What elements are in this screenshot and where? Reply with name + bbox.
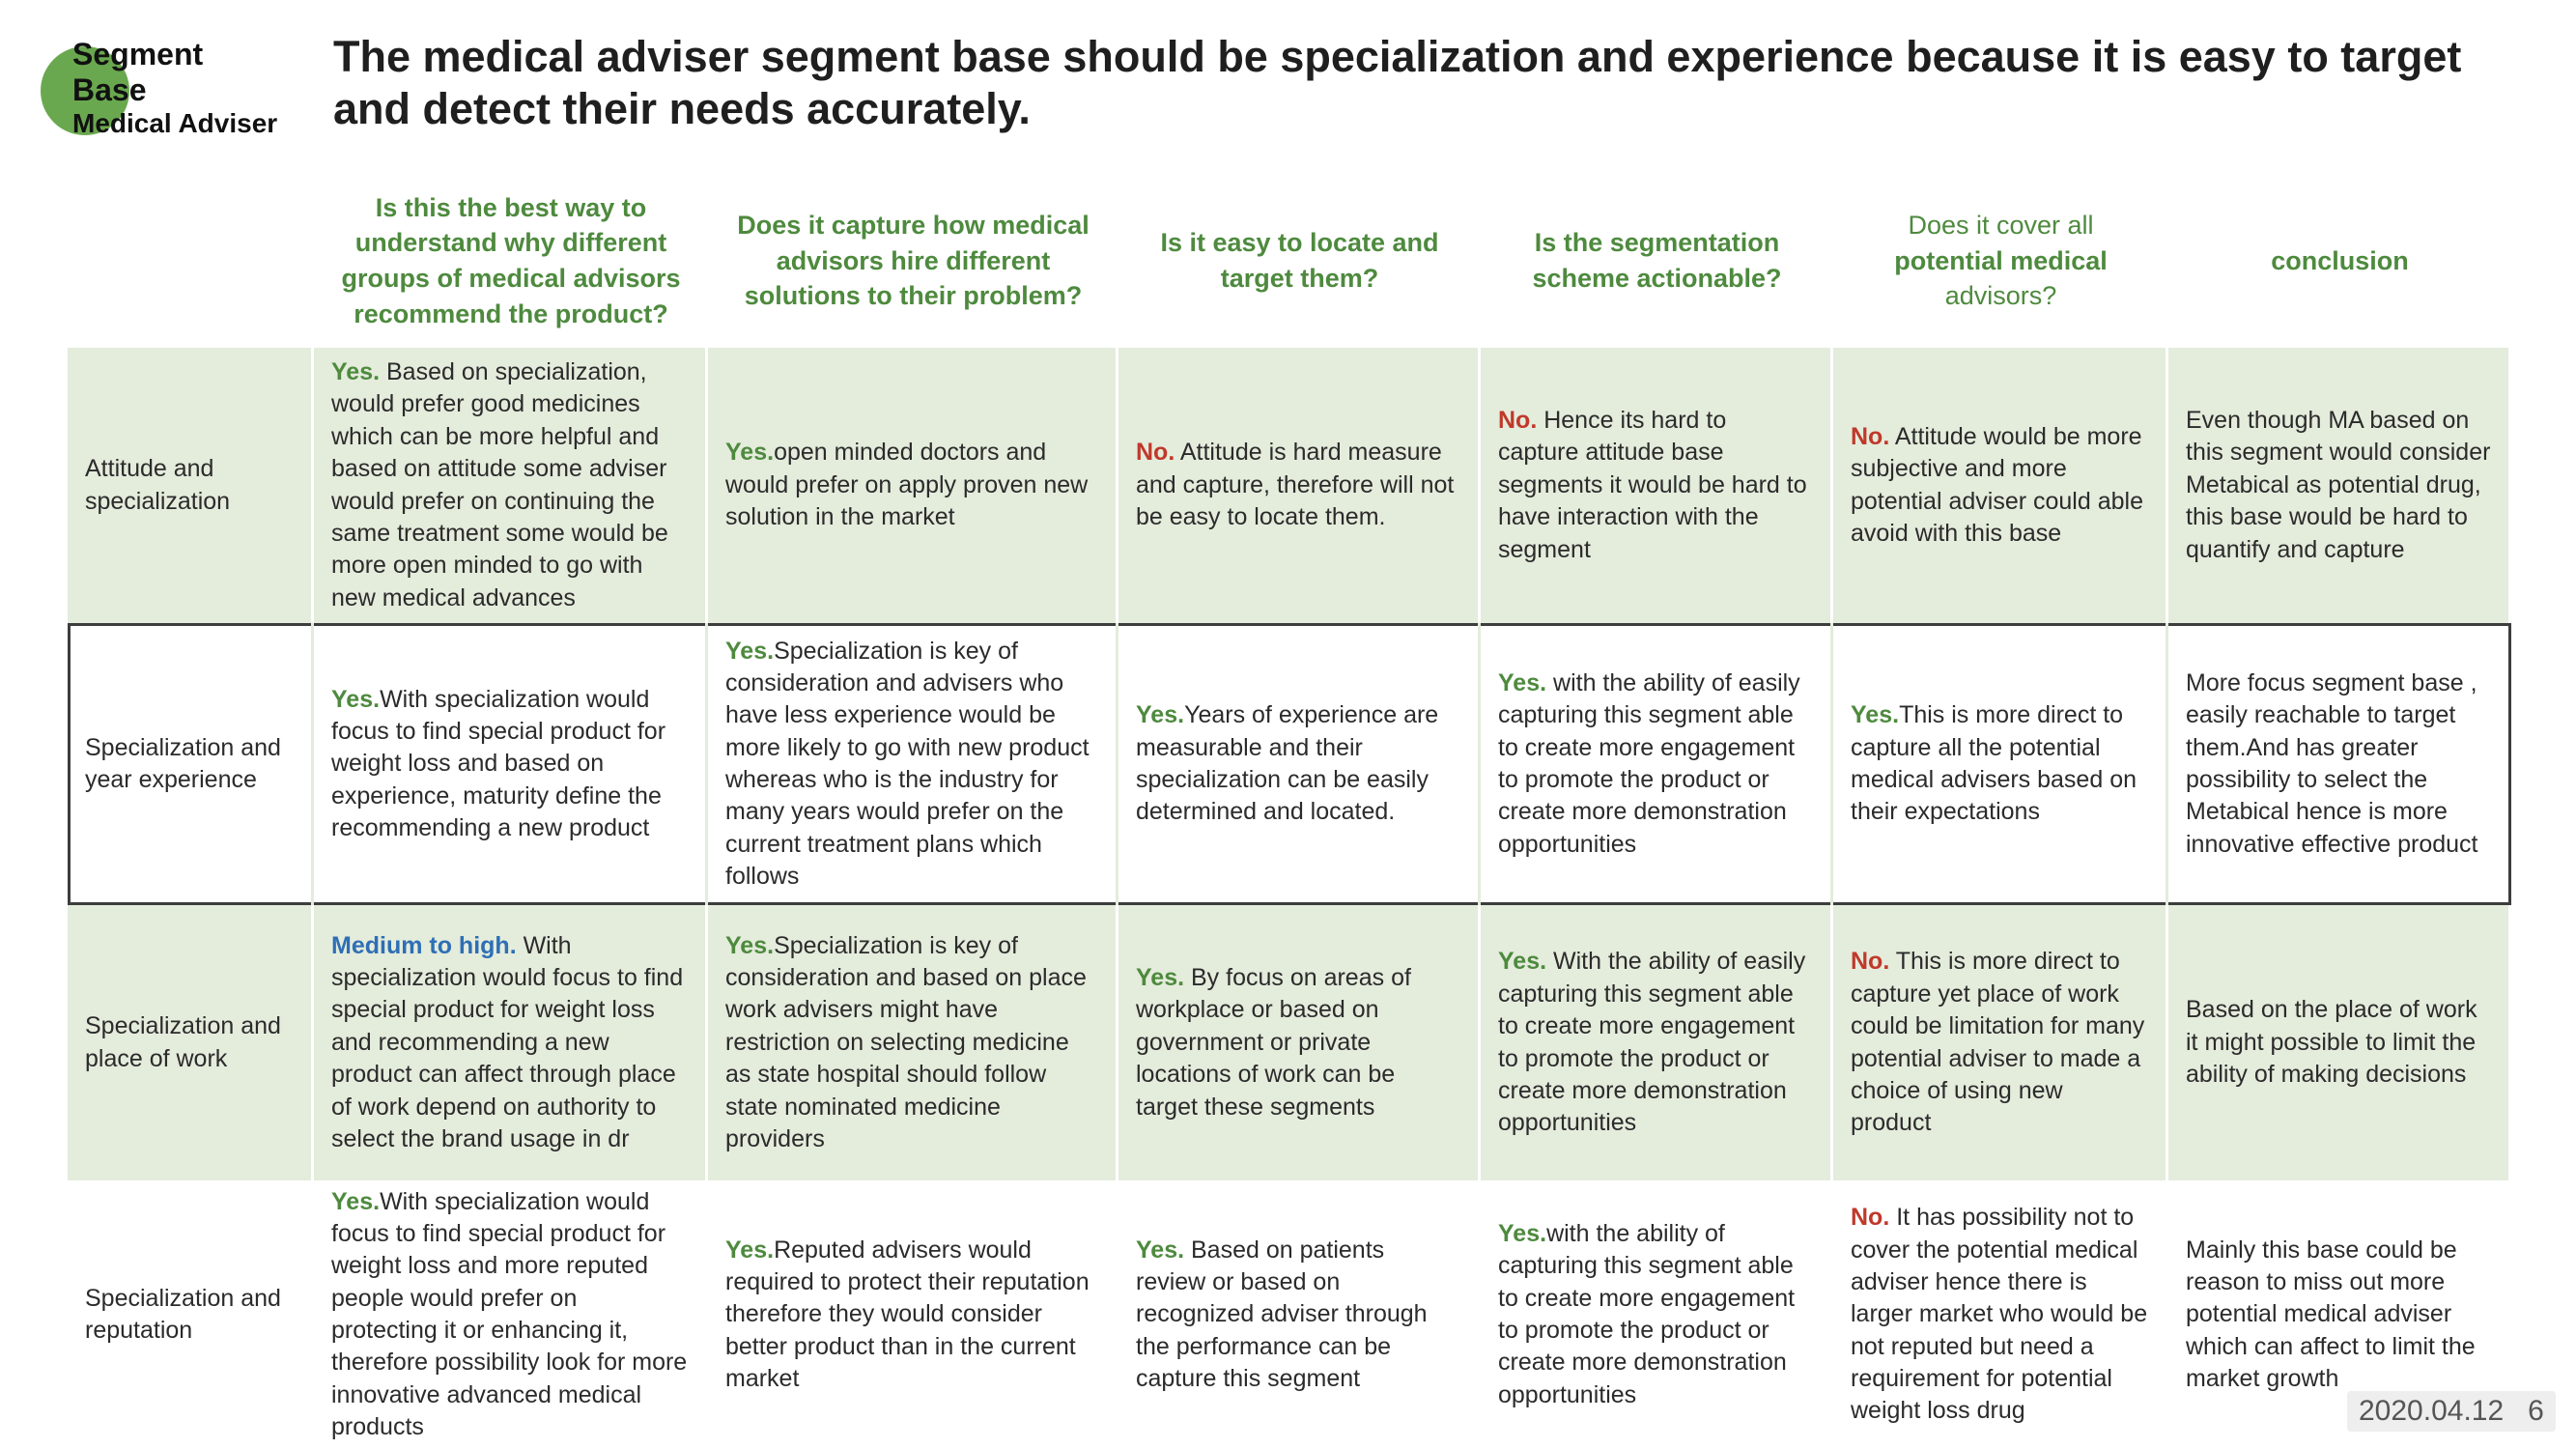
logo-line-1: Segment (72, 37, 204, 71)
header-cover-line-1: Does it cover all (1908, 210, 2094, 240)
cell-best-way: Yes.With specialization would focus to f… (314, 623, 708, 905)
header-cover-line-3: advisors? (1944, 281, 2057, 311)
row-label: Attitude and specialization (68, 348, 314, 623)
cell-best-way: Medium to high. With specialization woul… (314, 905, 708, 1180)
cell-cover-all: No. Attitude would be more subjective an… (1833, 348, 2168, 623)
cell-conclusion: Based on the place of work it might poss… (2168, 905, 2511, 1180)
cell-actionable: No. Hence its hard to capture attitude b… (1481, 348, 1833, 623)
footer-page-number: 6 (2528, 1395, 2544, 1427)
cell-actionable: Yes.with the ability of capturing this s… (1481, 1180, 1833, 1449)
header-conclusion: conclusion (2271, 245, 2409, 275)
header-actionable: Is the segmentation scheme actionable? (1532, 228, 1782, 293)
row-label: Specialization and year experience (68, 623, 314, 905)
header-best-way: Is this the best way to understand why d… (341, 192, 681, 328)
row-label: Specialization and place of work (68, 905, 314, 1180)
cell-cover-all: Yes.This is more direct to capture all t… (1833, 623, 2168, 905)
cell-cover-all: No. It has possibility not to cover the … (1833, 1180, 2168, 1449)
table-row: Specialization and place of work Medium … (68, 905, 2511, 1180)
cell-easy-locate: No. Attitude is hard measure and capture… (1118, 348, 1481, 623)
header-capture-hire: Does it capture how medical advisors hir… (737, 210, 1090, 311)
cell-conclusion: Even though MA based on this segment wou… (2168, 348, 2511, 623)
cell-easy-locate: Yes.Years of experience are measurable a… (1118, 623, 1481, 905)
table-row-highlighted: Specialization and year experience Yes.W… (68, 623, 2511, 905)
cell-easy-locate: Yes. Based on patients review or based o… (1118, 1180, 1481, 1449)
slide-footer: 2020.04.12 6 (2347, 1391, 2556, 1432)
cell-capture-hire: Yes.Reputed advisers would required to p… (708, 1180, 1118, 1449)
table-header-row: Is this the best way to understand why d… (68, 179, 2511, 343)
cell-cover-all: No. This is more direct to capture yet p… (1833, 905, 2168, 1180)
cell-conclusion: Mainly this base could be reason to miss… (2168, 1180, 2511, 1449)
slide-title: The medical adviser segment base should … (333, 32, 2462, 133)
cell-easy-locate: Yes. By focus on areas of workplace or b… (1118, 905, 1481, 1180)
cell-capture-hire: Yes.Specialization is key of considerati… (708, 905, 1118, 1180)
logo-line-3: Medical Adviser (72, 107, 278, 138)
cell-conclusion: More focus segment base , easily reachab… (2186, 668, 2478, 858)
cell-best-way: Yes. Based on specialization, would pref… (314, 348, 708, 623)
header-cover-line-2: potential medical (1894, 245, 2108, 275)
table-row: Attitude and specialization Yes. Based o… (68, 348, 2511, 623)
footer-date: 2020.04.12 (2359, 1395, 2505, 1427)
logo-text: Segment Base Medical Adviser (72, 37, 277, 139)
row-label: Specialization and reputation (68, 1180, 314, 1449)
cell-capture-hire: Yes.open minded doctors and would prefer… (708, 348, 1118, 623)
logo-line-2: Base (72, 71, 147, 107)
cell-actionable: Yes. with the ability of easily capturin… (1481, 623, 1833, 905)
logo-circle (41, 46, 129, 135)
cell-capture-hire: Yes.Specialization is key of considerati… (708, 623, 1118, 905)
header-cover-all: Does it cover all potential medical advi… (1833, 179, 2168, 343)
table-row: Specialization and reputation Yes.With s… (68, 1180, 2511, 1449)
header-easy-locate: Is it easy to locate and target them? (1160, 228, 1439, 293)
cell-actionable: Yes. With the ability of easily capturin… (1481, 905, 1833, 1180)
cell-best-way: Yes.With specialization would focus to f… (314, 1180, 708, 1449)
